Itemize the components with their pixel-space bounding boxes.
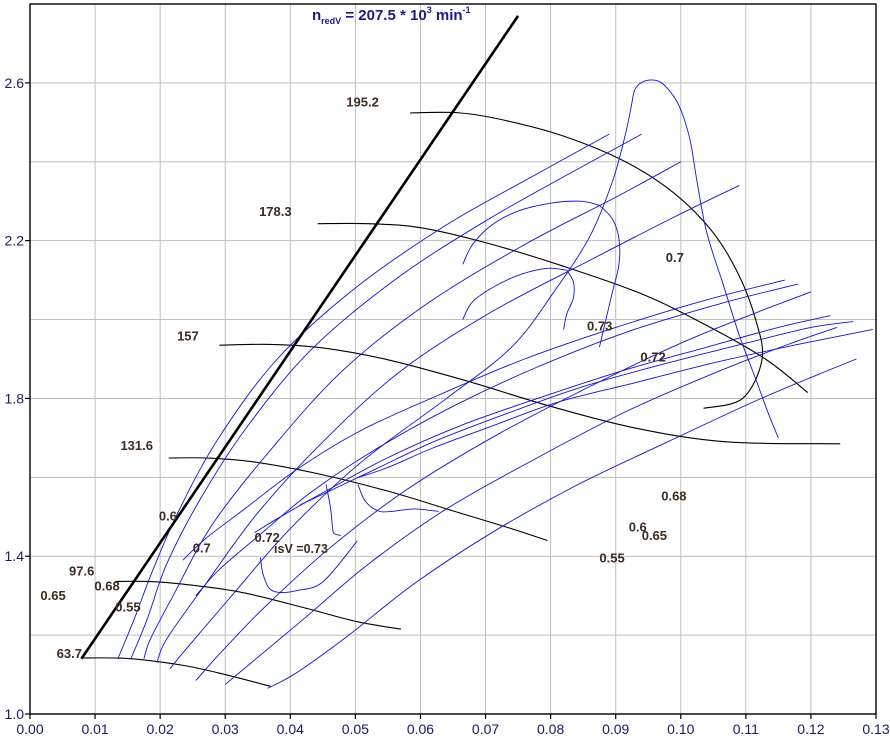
- svg-text:0.04: 0.04: [277, 721, 304, 737]
- svg-text:0.7: 0.7: [193, 541, 211, 556]
- svg-text:63.7: 63.7: [57, 646, 82, 661]
- svg-text:0.03: 0.03: [212, 721, 239, 737]
- svg-text:0.55: 0.55: [599, 551, 624, 566]
- svg-text:2.2: 2.2: [5, 233, 25, 249]
- svg-text:0.00: 0.00: [16, 721, 43, 737]
- svg-text:0.07: 0.07: [472, 721, 499, 737]
- svg-text:0.01: 0.01: [81, 721, 108, 737]
- svg-text:0.73: 0.73: [587, 319, 612, 334]
- svg-text:0.7: 0.7: [666, 250, 684, 265]
- svg-text:0.13: 0.13: [862, 721, 889, 737]
- svg-text:0.65: 0.65: [40, 588, 65, 603]
- svg-text:isV =0.73: isV =0.73: [274, 542, 328, 556]
- svg-text:0.09: 0.09: [602, 721, 629, 737]
- svg-text:157: 157: [177, 328, 199, 343]
- svg-text:0.68: 0.68: [94, 579, 119, 594]
- svg-text:131.6: 131.6: [120, 438, 153, 453]
- svg-text:1.8: 1.8: [5, 390, 25, 406]
- svg-text:0.65: 0.65: [642, 528, 667, 543]
- svg-text:97.6: 97.6: [69, 564, 94, 579]
- svg-text:0.68: 0.68: [661, 489, 686, 504]
- svg-text:0.6: 0.6: [159, 508, 177, 523]
- svg-text:2.6: 2.6: [5, 75, 25, 91]
- svg-text:0.12: 0.12: [797, 721, 824, 737]
- svg-text:1.4: 1.4: [5, 548, 25, 564]
- svg-text:nredV = 207.5 * 103 min-1: nredV = 207.5 * 103 min-1: [312, 5, 471, 26]
- svg-text:178.3: 178.3: [259, 204, 292, 219]
- svg-text:0.10: 0.10: [667, 721, 694, 737]
- svg-text:0.11: 0.11: [733, 721, 759, 737]
- svg-text:0.55: 0.55: [115, 599, 140, 614]
- svg-text:195.2: 195.2: [346, 95, 379, 110]
- svg-text:0.06: 0.06: [407, 721, 434, 737]
- svg-text:0.05: 0.05: [342, 721, 369, 737]
- svg-text:0.08: 0.08: [537, 721, 564, 737]
- svg-text:0.72: 0.72: [640, 349, 665, 364]
- svg-text:0.02: 0.02: [147, 721, 174, 737]
- svg-text:1.0: 1.0: [5, 706, 25, 722]
